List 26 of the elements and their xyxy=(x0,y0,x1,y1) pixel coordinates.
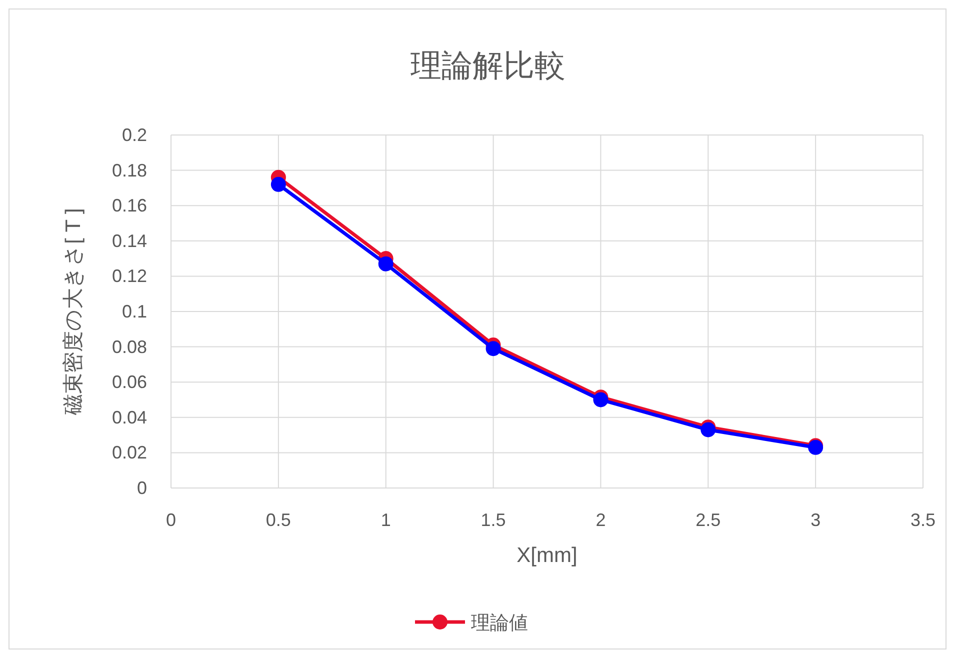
y-tick-label: 0.12 xyxy=(112,266,147,286)
x-tick-label: 1.5 xyxy=(480,510,506,530)
y-tick-label: 0 xyxy=(136,478,147,498)
y-tick-label: 0.1 xyxy=(122,302,147,322)
x-tick-label: 2.5 xyxy=(696,510,721,530)
chart-title: 理論解比較 xyxy=(410,48,566,83)
y-tick-label: 0.18 xyxy=(112,160,147,180)
y-axis-title: 磁束密度の大きさ[ T ] xyxy=(62,208,85,416)
legend-label: 理論値 xyxy=(471,613,528,634)
y-tick-label: 0.04 xyxy=(112,407,147,428)
x-tick-label: 2 xyxy=(596,510,606,530)
x-tick-label: 0.5 xyxy=(266,510,291,530)
y-tick-label: 0.02 xyxy=(112,442,147,463)
point xyxy=(378,256,394,272)
x-axis-title: X[mm] xyxy=(516,544,578,567)
y-tick-label: 0.06 xyxy=(112,372,147,392)
point xyxy=(486,341,501,356)
y-tick-label: 0.16 xyxy=(112,196,147,216)
point xyxy=(270,176,286,192)
x-tick-label: 1 xyxy=(380,510,391,530)
y-tick-label: 0.14 xyxy=(112,230,147,251)
y-tick-label: 0.08 xyxy=(112,336,147,357)
x-tick-label: 0 xyxy=(166,510,176,530)
x-tick-label: 3 xyxy=(810,510,821,530)
y-tick-label: 0.2 xyxy=(122,125,147,145)
x-tick-label: 3.5 xyxy=(910,510,936,530)
